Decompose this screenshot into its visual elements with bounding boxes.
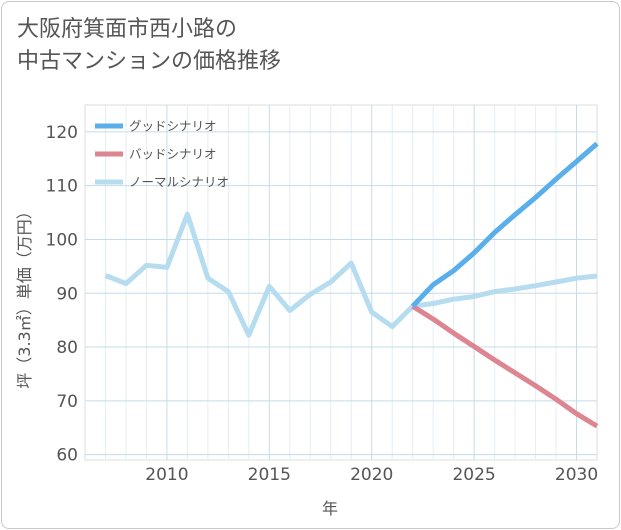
x-axis-title: 年 (322, 499, 338, 518)
plot-area-border (84, 104, 598, 461)
x-tick-label: 2030 (555, 465, 598, 485)
legend-label: グッドシナリオ (129, 119, 217, 134)
y-tick-label: 120 (46, 123, 78, 143)
legend-label: ノーマルシナリオ (129, 175, 229, 190)
chart-title-line1: 大阪府箕面市西小路の (17, 17, 238, 42)
series-lines (104, 141, 599, 429)
x-tick-label: 2025 (452, 465, 495, 485)
chart-title: 大阪府箕面市西小路の 中古マンションの価格推移 (17, 14, 281, 78)
legend-label: バッドシナリオ (129, 147, 217, 162)
y-tick-label: 60 (56, 446, 78, 466)
x-tick-label: 2010 (145, 465, 188, 485)
x-tick-label: 2020 (350, 465, 393, 485)
y-axis-ticks: 60 70 80 90 100 110 120 (46, 123, 78, 466)
grid-lines (84, 104, 598, 461)
y-tick-label: 110 (46, 177, 78, 197)
chart-title-line2: 中古マンションの価格推移 (17, 49, 282, 74)
series-line (104, 211, 598, 338)
series-line (410, 141, 599, 308)
y-tick-label: 100 (46, 230, 78, 250)
series-line (411, 304, 599, 429)
y-tick-label: 80 (56, 338, 78, 358)
y-axis-title: 坪（3.3㎡）単価（万円） (15, 203, 34, 388)
y-tick-label: 70 (56, 392, 78, 412)
x-axis-ticks: 2010 2015 2020 2025 2030 (145, 465, 598, 485)
x-tick-label: 2015 (248, 465, 291, 485)
y-tick-label: 90 (56, 284, 78, 304)
